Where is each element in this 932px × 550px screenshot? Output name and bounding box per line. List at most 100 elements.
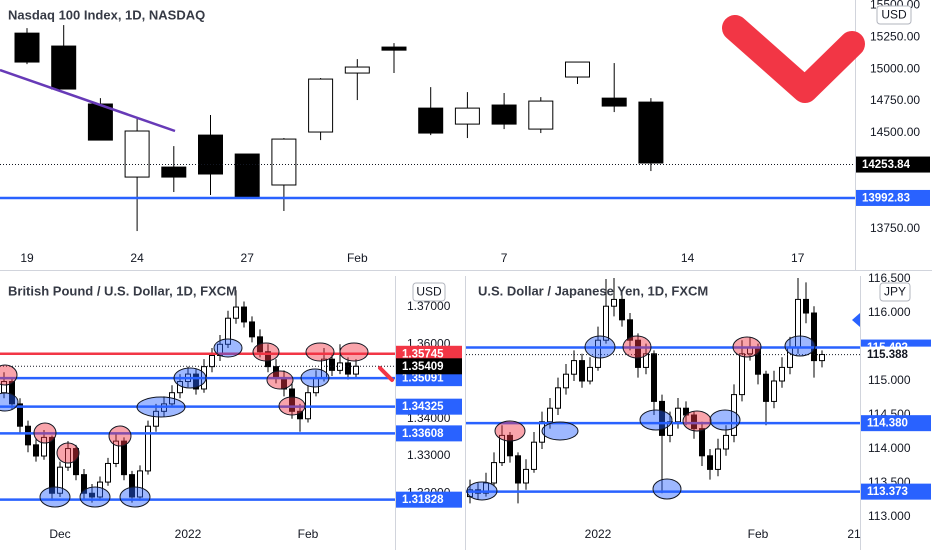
level-tag: 1.33608 bbox=[402, 428, 444, 440]
ellipse bbox=[266, 370, 294, 390]
plot bbox=[466, 278, 860, 504]
y-tick-label: 15250.00 bbox=[870, 29, 920, 43]
pen-mark bbox=[378, 366, 394, 382]
candle-body bbox=[113, 440, 119, 464]
y-tick-label: 14750.00 bbox=[870, 93, 920, 107]
candle-body bbox=[49, 436, 55, 494]
x-tick-label: Dec bbox=[49, 527, 70, 541]
plot bbox=[0, 290, 395, 503]
candle-body bbox=[638, 101, 664, 164]
ellipse bbox=[639, 409, 673, 431]
candle-body bbox=[571, 360, 577, 375]
candle-body bbox=[507, 434, 513, 457]
level-tag-bg bbox=[856, 189, 930, 206]
ellipse bbox=[108, 425, 132, 447]
level-tag-bg bbox=[396, 345, 462, 362]
y-tick-label: 1.37000 bbox=[407, 299, 451, 313]
currency-box[interactable] bbox=[879, 282, 911, 302]
candle-body bbox=[198, 134, 223, 175]
candle-body bbox=[555, 387, 561, 409]
x-tick-label: 2022 bbox=[585, 527, 612, 541]
x-tick-label: 19 bbox=[20, 251, 34, 265]
candle-body bbox=[611, 298, 617, 307]
ellipse bbox=[682, 410, 712, 432]
y-tick-label: 14500.00 bbox=[870, 125, 920, 139]
marks bbox=[0, 25, 860, 504]
ellipse bbox=[252, 342, 280, 362]
candle-body bbox=[105, 462, 111, 483]
y-tick-label: 113.000 bbox=[868, 509, 911, 523]
currency-box[interactable] bbox=[876, 5, 912, 25]
x-tick-label: Feb bbox=[298, 527, 319, 541]
currency-label[interactable]: JPY bbox=[884, 285, 906, 299]
ellipse bbox=[173, 367, 207, 389]
candle-body bbox=[161, 166, 187, 178]
candle-body bbox=[329, 358, 335, 371]
ellipse bbox=[0, 364, 18, 386]
ellipse bbox=[39, 486, 71, 508]
x-tick-label: 14 bbox=[681, 251, 695, 265]
candle-body bbox=[579, 360, 585, 382]
candle-body bbox=[454, 107, 480, 125]
x-tick-label: Feb bbox=[347, 251, 368, 265]
level-tag: 1.35745 bbox=[402, 348, 444, 360]
pointer bbox=[852, 313, 860, 327]
plot bbox=[0, 25, 855, 232]
x-tick-label: 17 bbox=[791, 251, 805, 265]
ellipse bbox=[0, 392, 19, 412]
candle-body bbox=[803, 298, 809, 314]
ellipse bbox=[494, 420, 526, 442]
last-price-tag: 14253.84 bbox=[862, 159, 911, 171]
candle-body bbox=[587, 366, 593, 382]
candle-body bbox=[17, 403, 23, 427]
ellipse bbox=[213, 338, 243, 358]
y-tick-label: 116.000 bbox=[868, 305, 911, 319]
candle-body bbox=[153, 410, 159, 427]
candle-body bbox=[271, 138, 297, 186]
candle-body bbox=[225, 317, 231, 345]
x-tick-label: 2022 bbox=[175, 527, 202, 541]
candle-body bbox=[25, 425, 31, 446]
ellipse bbox=[584, 335, 616, 359]
chart-title: Nasdaq 100 Index, 1D, NASDAQ bbox=[8, 7, 205, 22]
level-tag-bg bbox=[396, 425, 462, 442]
candle-body bbox=[619, 298, 625, 321]
candle-body bbox=[233, 306, 239, 319]
candle-body bbox=[707, 455, 713, 470]
candle-body bbox=[763, 373, 769, 402]
chart-title: U.S. Dollar / Japanese Yen, 1D, FXCM bbox=[478, 283, 708, 298]
candle-body bbox=[819, 353, 825, 362]
currency-label[interactable]: USD bbox=[416, 285, 442, 299]
candle-body bbox=[779, 366, 785, 382]
labels: 13750.0014000.0014250.0014500.0014750.00… bbox=[8, 0, 931, 541]
candle-body bbox=[345, 362, 351, 375]
level-tag: 1.31828 bbox=[402, 494, 444, 506]
candle-body bbox=[635, 339, 641, 368]
candle-body bbox=[33, 444, 39, 457]
ellipse bbox=[56, 442, 80, 464]
level-tag-bg bbox=[861, 415, 931, 432]
candle-body bbox=[87, 103, 113, 141]
candle-body bbox=[308, 78, 334, 133]
candle-body bbox=[297, 410, 303, 420]
candle-body bbox=[89, 492, 95, 498]
ellipse bbox=[33, 422, 57, 444]
candle-body bbox=[9, 381, 15, 405]
candle-body bbox=[81, 474, 87, 494]
candle-body bbox=[651, 353, 657, 402]
ellipse bbox=[79, 486, 111, 508]
ellipse bbox=[732, 336, 762, 358]
candle-body bbox=[723, 434, 729, 450]
ellipse bbox=[136, 396, 186, 418]
level-tag-bg bbox=[861, 483, 931, 500]
level-tag: 1.34325 bbox=[402, 401, 444, 413]
candle-body bbox=[675, 407, 681, 423]
candle-body bbox=[14, 32, 40, 63]
x-tick-label: 24 bbox=[130, 251, 144, 265]
ellipse bbox=[339, 342, 369, 362]
candle-body bbox=[97, 481, 103, 498]
candle-body bbox=[547, 407, 553, 423]
currency-label[interactable]: USD bbox=[881, 8, 907, 22]
candle-body bbox=[627, 319, 633, 341]
currency-box[interactable] bbox=[412, 282, 446, 302]
